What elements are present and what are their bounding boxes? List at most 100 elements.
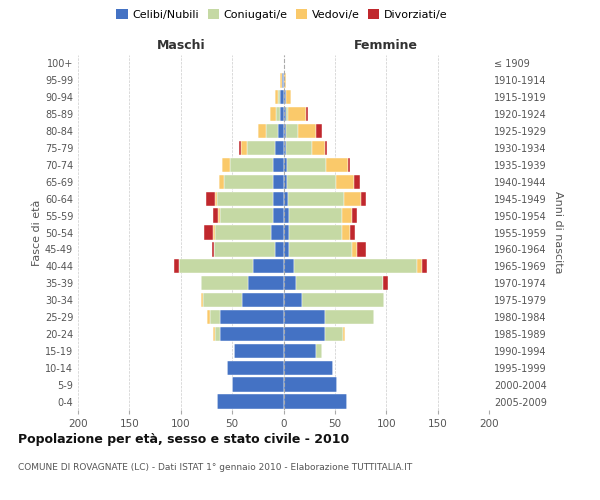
Bar	[287, 192, 344, 206]
Bar	[280, 73, 283, 88]
Text: Maschi: Maschi	[157, 38, 205, 52]
Bar	[208, 310, 209, 324]
Bar	[306, 107, 308, 122]
Bar	[284, 73, 286, 88]
Bar	[203, 293, 242, 308]
Text: Popolazione per età, sesso e stato civile - 2010: Popolazione per età, sesso e stato civil…	[18, 432, 349, 446]
Bar	[284, 174, 287, 189]
Bar	[287, 107, 306, 122]
Bar	[206, 192, 215, 206]
Bar	[202, 293, 203, 308]
Bar	[355, 174, 359, 189]
Bar	[241, 141, 247, 155]
Text: COMUNE DI ROVAGNATE (LC) - Dati ISTAT 1° gennaio 2010 - Elaborazione TUTTITALIA.: COMUNE DI ROVAGNATE (LC) - Dati ISTAT 1°…	[18, 462, 412, 471]
Bar	[284, 259, 294, 274]
Bar	[284, 276, 296, 290]
Bar	[422, 259, 427, 274]
Bar	[215, 326, 220, 341]
Bar	[343, 326, 345, 341]
Bar	[280, 107, 284, 122]
Bar	[348, 158, 350, 172]
Bar	[284, 344, 316, 358]
Bar	[352, 242, 358, 256]
Bar	[302, 293, 384, 308]
Bar	[205, 226, 212, 239]
Bar	[284, 360, 333, 375]
Bar	[358, 242, 366, 256]
Bar	[247, 141, 275, 155]
Bar	[289, 226, 342, 239]
Legend: Celibi/Nubili, Coniugati/e, Vedovi/e, Divorziati/e: Celibi/Nubili, Coniugati/e, Vedovi/e, Di…	[113, 6, 451, 23]
Bar	[215, 192, 217, 206]
Bar	[215, 226, 271, 239]
Bar	[222, 158, 230, 172]
Bar	[284, 141, 286, 155]
Bar	[284, 310, 325, 324]
Bar	[217, 394, 284, 408]
Bar	[286, 90, 290, 104]
Bar	[325, 141, 326, 155]
Bar	[212, 208, 218, 223]
Bar	[212, 242, 214, 256]
Bar	[273, 174, 284, 189]
Bar	[230, 158, 273, 172]
Bar	[220, 310, 284, 324]
Bar	[266, 124, 278, 138]
Bar	[336, 174, 355, 189]
Bar	[270, 107, 277, 122]
Bar	[284, 158, 287, 172]
Bar	[287, 174, 336, 189]
Bar	[209, 310, 220, 324]
Bar	[284, 90, 286, 104]
Bar	[218, 208, 220, 223]
Bar	[258, 124, 266, 138]
Y-axis label: Anni di nascita: Anni di nascita	[553, 191, 563, 274]
Bar	[325, 326, 343, 341]
Bar	[239, 141, 241, 155]
Bar	[286, 124, 298, 138]
Text: Femmine: Femmine	[354, 38, 418, 52]
Bar	[214, 242, 275, 256]
Bar	[284, 226, 289, 239]
Y-axis label: Fasce di età: Fasce di età	[32, 200, 42, 266]
Bar	[275, 90, 278, 104]
Bar	[316, 344, 322, 358]
Bar	[253, 259, 284, 274]
Bar	[212, 226, 215, 239]
Bar	[280, 90, 284, 104]
Bar	[284, 293, 302, 308]
Bar	[283, 73, 284, 88]
Bar	[232, 378, 284, 392]
Bar	[352, 208, 358, 223]
Bar	[286, 107, 287, 122]
Bar	[417, 259, 422, 274]
Bar	[294, 259, 417, 274]
Bar	[278, 90, 280, 104]
Bar	[275, 242, 284, 256]
Bar	[202, 276, 248, 290]
Bar	[271, 226, 284, 239]
Bar	[248, 276, 284, 290]
Bar	[273, 208, 284, 223]
Bar	[287, 158, 326, 172]
Bar	[220, 208, 273, 223]
Bar	[219, 174, 224, 189]
Bar	[316, 124, 322, 138]
Bar	[224, 174, 273, 189]
Bar	[361, 192, 366, 206]
Bar	[217, 192, 273, 206]
Bar	[289, 242, 352, 256]
Bar	[284, 192, 287, 206]
Bar	[284, 208, 289, 223]
Bar	[350, 226, 355, 239]
Bar	[284, 378, 337, 392]
Bar	[275, 141, 284, 155]
Bar	[284, 326, 325, 341]
Bar	[277, 107, 280, 122]
Bar	[227, 360, 284, 375]
Bar	[326, 158, 348, 172]
Bar	[179, 259, 253, 274]
Bar	[273, 192, 284, 206]
Bar	[220, 326, 284, 341]
Bar	[284, 394, 347, 408]
